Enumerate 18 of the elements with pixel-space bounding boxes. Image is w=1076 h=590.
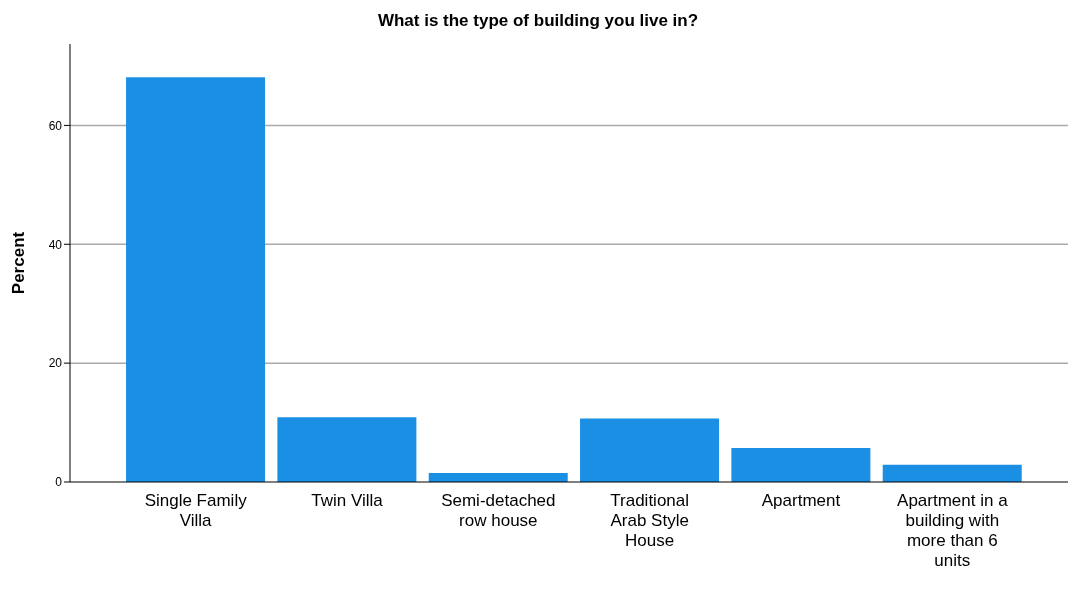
bar xyxy=(580,418,720,482)
x-tick-label: Semi-detached row house xyxy=(441,491,556,530)
x-tick-label: Apartment in a building with more than 6 units xyxy=(897,491,1009,570)
x-tick-label: Traditional Arab Style House xyxy=(610,491,690,550)
y-tick-label: 60 xyxy=(48,118,63,133)
y-tick-label: 0 xyxy=(55,475,63,490)
x-tick-label: Twin Villa xyxy=(311,491,384,510)
bar xyxy=(277,417,417,482)
bar xyxy=(428,473,568,482)
bar xyxy=(882,464,1022,482)
x-tick-label: Apartment xyxy=(761,491,841,510)
x-tick-label: Single Family Villa xyxy=(144,491,248,530)
bar xyxy=(126,77,266,482)
y-tick-label: 40 xyxy=(48,237,63,252)
bar xyxy=(731,448,871,482)
chart-title: What is the type of building you live in? xyxy=(376,10,700,32)
y-tick-label: 20 xyxy=(48,356,63,371)
y-axis-title: Percent xyxy=(9,231,29,295)
